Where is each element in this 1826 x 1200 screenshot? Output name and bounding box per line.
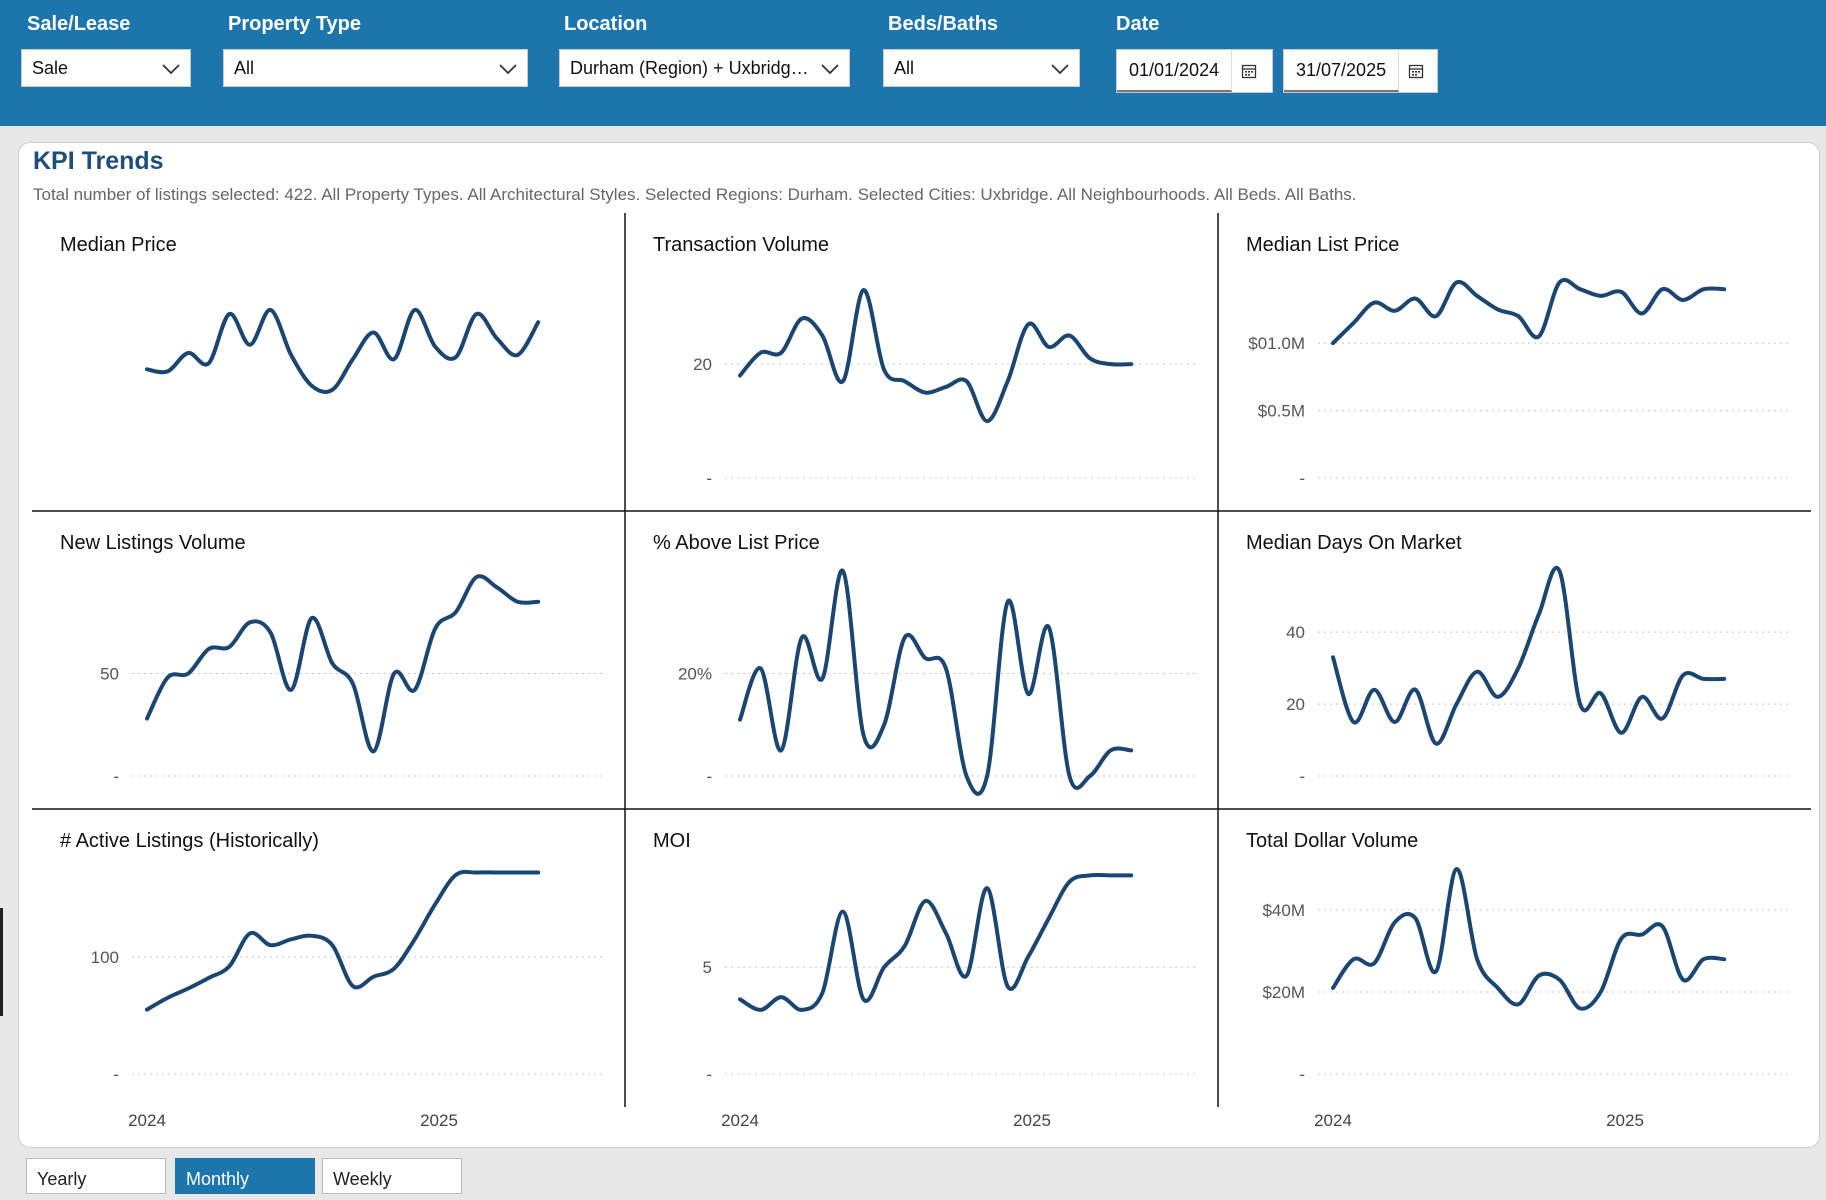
y-tick-label: 20 <box>693 355 712 374</box>
y-tick-label: 50 <box>100 665 119 684</box>
series-line <box>1331 866 1727 1011</box>
y-tick-label: - <box>1299 1065 1305 1084</box>
monthly-button[interactable]: Monthly <box>175 1158 315 1194</box>
series-line <box>1331 565 1727 746</box>
x-tick-label: 2025 <box>420 1111 458 1130</box>
chart-title: MOI <box>653 830 691 852</box>
x-tick-label: 2025 <box>1013 1111 1051 1130</box>
x-tick-label: 2024 <box>128 1111 166 1130</box>
weekly-button[interactable]: Weekly <box>322 1158 462 1194</box>
page-title: KPI Trends <box>33 147 164 175</box>
beds-baths-value: All <box>894 57 915 78</box>
chart-title: Total Dollar Volume <box>1246 830 1418 852</box>
series-line <box>738 872 1134 1012</box>
location-label: Location <box>564 13 648 35</box>
y-tick-label: - <box>706 469 712 488</box>
calendar-icon[interactable] <box>1399 63 1433 79</box>
beds-baths-label: Beds/Baths <box>888 13 999 35</box>
chevron-down-icon <box>821 64 839 75</box>
beds-baths-dropdown[interactable]: All <box>883 49 1080 87</box>
y-tick-label: $40M <box>1262 901 1305 920</box>
end-date-field[interactable]: 31/07/2025 <box>1283 49 1438 93</box>
sale-lease-dropdown[interactable]: Sale <box>21 49 191 87</box>
x-tick-label: 2024 <box>1314 1111 1352 1130</box>
chart-title: Median Days On Market <box>1246 532 1462 554</box>
kpi-trends-panel: Median Price Transaction Volume - 20 Median … <box>18 142 1820 1148</box>
y-tick-label: 5 <box>703 958 712 977</box>
calendar-icon[interactable] <box>1232 63 1266 79</box>
series-line <box>1331 277 1727 346</box>
y-tick-label: $01.0M <box>1248 334 1305 353</box>
series-line <box>145 869 541 1012</box>
chart-title: # Active Listings (Historically) <box>60 830 319 852</box>
y-tick-label: 40 <box>1286 623 1305 642</box>
y-tick-label: - <box>706 1065 712 1084</box>
y-tick-label: - <box>113 767 119 786</box>
date-label: Date <box>1116 13 1160 35</box>
x-tick-label: 2025 <box>1606 1111 1644 1130</box>
x-tick-label: 2024 <box>721 1111 759 1130</box>
y-tick-label: 20 <box>1286 695 1305 714</box>
start-date-value: 01/01/2024 <box>1117 50 1233 92</box>
yearly-button[interactable]: Yearly <box>26 1158 166 1194</box>
kpi-charts-grid: Median Price Transaction Volume - 20 Median … <box>32 213 1811 1130</box>
series-line <box>145 307 541 395</box>
sale-lease-label: Sale/Lease <box>27 13 131 35</box>
end-date-value: 31/07/2025 <box>1284 50 1400 92</box>
y-tick-label: - <box>113 1065 119 1084</box>
chevron-down-icon <box>162 64 180 75</box>
chart-title: Transaction Volume <box>653 234 829 256</box>
y-tick-label: 100 <box>91 948 119 967</box>
selection-summary: Total number of listings selected: 422. … <box>33 185 1357 204</box>
series-line <box>738 288 1134 424</box>
chart-title: Median List Price <box>1246 234 1399 256</box>
chevron-down-icon <box>499 64 517 75</box>
y-tick-label: $0.5M <box>1258 402 1305 421</box>
property-type-value: All <box>234 57 255 78</box>
chart-title: New Listings Volume <box>60 532 246 554</box>
y-tick-label: - <box>1299 767 1305 786</box>
scroll-marker <box>0 908 3 1016</box>
location-dropdown[interactable]: Durham (Region) + Uxbridg… <box>559 49 850 87</box>
sale-lease-value: Sale <box>32 57 69 78</box>
chevron-down-icon <box>1051 64 1069 75</box>
series-line <box>145 574 541 754</box>
chart-title: Median Price <box>60 234 177 256</box>
y-tick-label: 20% <box>678 665 712 684</box>
chart-title: % Above List Price <box>653 532 820 554</box>
property-type-dropdown[interactable]: All <box>223 49 528 87</box>
y-tick-label: - <box>706 767 712 786</box>
property-type-label: Property Type <box>228 13 361 35</box>
start-date-field[interactable]: 01/01/2024 <box>1116 49 1273 93</box>
y-tick-label: - <box>1299 469 1305 488</box>
filter-bar: Sale/Lease Sale Property Type All Locati… <box>0 0 1826 126</box>
y-tick-label: $20M <box>1262 983 1305 1002</box>
series-line <box>738 568 1134 796</box>
location-value: Durham (Region) + Uxbridg… <box>570 57 809 78</box>
